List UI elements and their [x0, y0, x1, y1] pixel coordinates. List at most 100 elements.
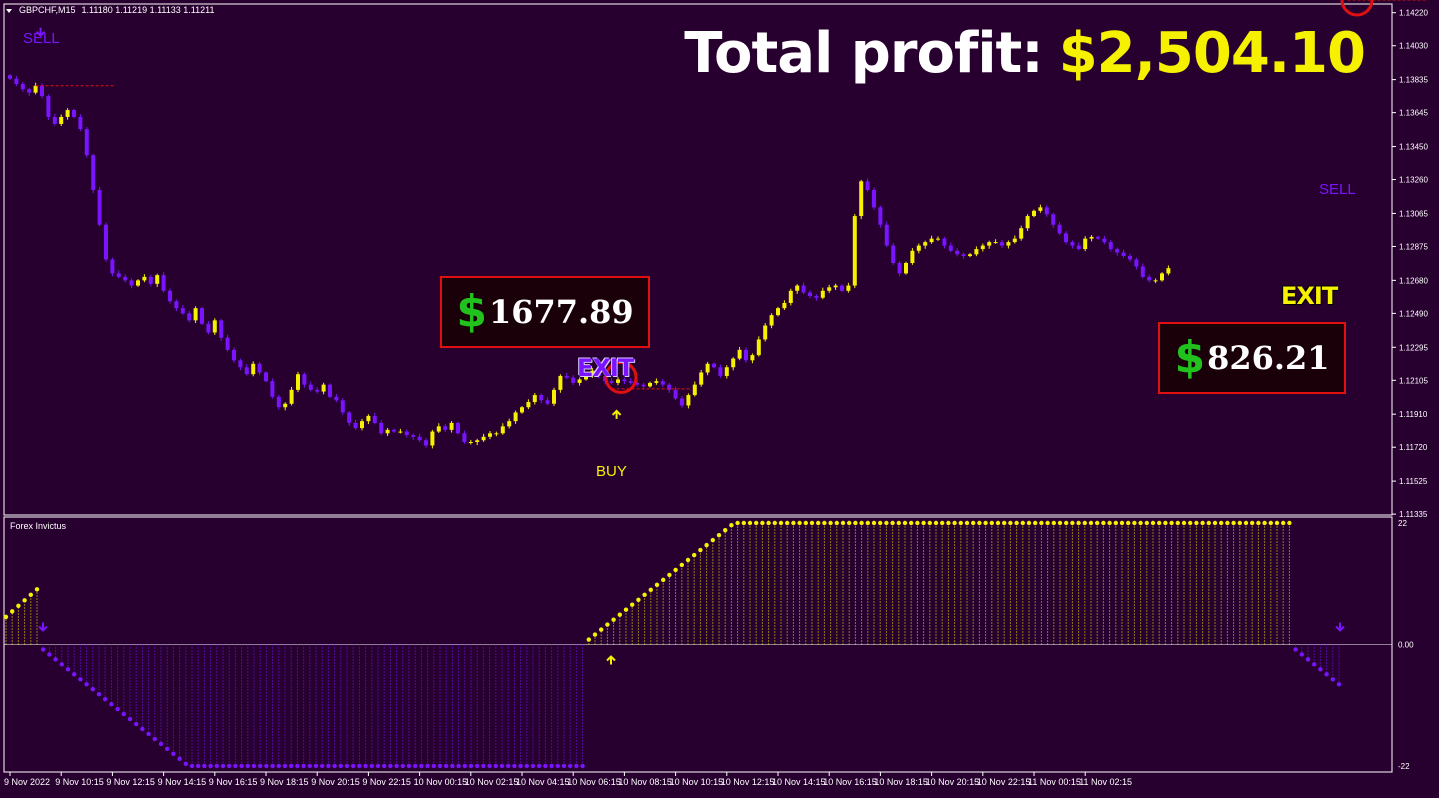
indicator-dot: [202, 763, 207, 769]
indicator-dot: [1336, 682, 1342, 687]
indicator-dot: [1188, 520, 1193, 526]
indicator-dot: [958, 520, 963, 526]
indicator-dot: [878, 520, 883, 526]
y-tick-label: 1.12875: [1399, 242, 1428, 251]
candle-body: [660, 381, 665, 385]
candle-body: [65, 110, 70, 117]
candle-body: [148, 276, 153, 284]
indicator-dot: [1312, 662, 1317, 667]
dollar-icon: $: [456, 286, 487, 337]
candle-body: [411, 435, 416, 437]
indicator-dot: [251, 763, 257, 769]
candle-body: [398, 431, 403, 433]
indicator-dot: [1045, 520, 1050, 526]
candle-body: [1128, 256, 1132, 260]
indicator-dot: [90, 687, 96, 692]
candle-body: [392, 429, 396, 432]
arrow-head: [611, 409, 622, 416]
indicator-dot: [605, 622, 610, 627]
y-tick-label: 1.11525: [1399, 477, 1428, 486]
candle-body: [161, 275, 166, 291]
indicator-dot: [1256, 520, 1261, 526]
indicator-dot: [692, 552, 697, 558]
indicator-dot: [1324, 672, 1329, 677]
indicator-dot: [1101, 520, 1106, 526]
indicator-dot: [1132, 520, 1137, 526]
indicator-dot: [549, 763, 554, 769]
y-tick-label: 1.11910: [1399, 410, 1428, 419]
dollar-icon: $: [1174, 332, 1206, 383]
indicator-dot: [103, 696, 108, 702]
indicator-dot: [1318, 667, 1323, 672]
candle-body: [737, 349, 742, 359]
indicator-dot: [65, 667, 71, 672]
indicator-sell-arrow-icon: [1335, 622, 1345, 632]
candle-body: [155, 275, 160, 284]
candle-body: [980, 245, 985, 250]
total-profit-value: $2,504.10: [1058, 21, 1366, 86]
y-tick-label: 1.14220: [1399, 9, 1428, 18]
indicator-dot: [952, 520, 957, 526]
indicator-dot: [22, 598, 27, 603]
candle-body: [257, 363, 262, 373]
candle-body: [763, 325, 768, 340]
candle-body: [475, 440, 480, 442]
main-chart-frame: [3, 3, 1393, 516]
indicator-dot: [1262, 520, 1267, 526]
indicator-dot: [506, 763, 511, 769]
candle-body: [302, 374, 307, 385]
indicator-dot: [406, 763, 412, 769]
indicator-dot: [158, 741, 164, 747]
candle-body: [14, 78, 19, 84]
indicator-dot: [307, 763, 312, 769]
indicator-dot: [772, 520, 777, 526]
trade-profit-box-2: $826.21: [1158, 322, 1346, 394]
indicator-dot: [1150, 520, 1156, 526]
indicator-dot: [189, 763, 195, 769]
indicator-dot: [47, 652, 52, 657]
indicator-dot: [760, 520, 765, 526]
indicator-dot: [785, 520, 790, 526]
candle-body: [1140, 266, 1145, 277]
indicator-dot: [617, 612, 622, 617]
chart-menu-icon[interactable]: [6, 9, 12, 13]
candle-body: [571, 377, 576, 383]
indicator-dot: [351, 763, 356, 769]
indicator-dot: [258, 763, 263, 769]
candle-body: [449, 422, 454, 430]
indicator-dot: [1200, 520, 1205, 526]
candle-body: [72, 110, 76, 117]
candle-body: [1032, 210, 1036, 217]
candle-body: [859, 181, 864, 217]
indicator-dot: [499, 763, 505, 769]
indicator-dot: [1026, 520, 1032, 526]
indicator-dot: [1206, 520, 1212, 526]
indicator-dot: [183, 761, 188, 766]
candle-body: [385, 429, 390, 434]
candle-body: [974, 249, 979, 255]
indicator-dot: [1113, 520, 1119, 526]
candle-body: [596, 370, 601, 376]
candle-body: [276, 396, 281, 408]
indicator-dot: [1194, 520, 1199, 526]
indicator-y-tick-label: 0.00: [1398, 641, 1414, 650]
candle-body: [910, 250, 915, 263]
indicator-dot: [611, 617, 616, 622]
y-tick-label: 1.11720: [1399, 443, 1428, 452]
candle-body: [590, 370, 595, 376]
indicator-dot: [599, 627, 604, 632]
indicator-dot: [28, 592, 33, 597]
indicator-dot: [859, 520, 864, 526]
indicator-dot: [1281, 520, 1286, 526]
candle-body: [942, 238, 947, 246]
indicator-dot: [778, 520, 784, 526]
candle-body: [1166, 268, 1171, 274]
y-tick-label: 1.12105: [1399, 376, 1428, 385]
candle-body: [219, 320, 224, 338]
indicator-dot: [1119, 520, 1125, 526]
indicator-dot: [363, 763, 368, 769]
candle-body: [712, 363, 716, 368]
indicator-dot: [344, 763, 350, 769]
